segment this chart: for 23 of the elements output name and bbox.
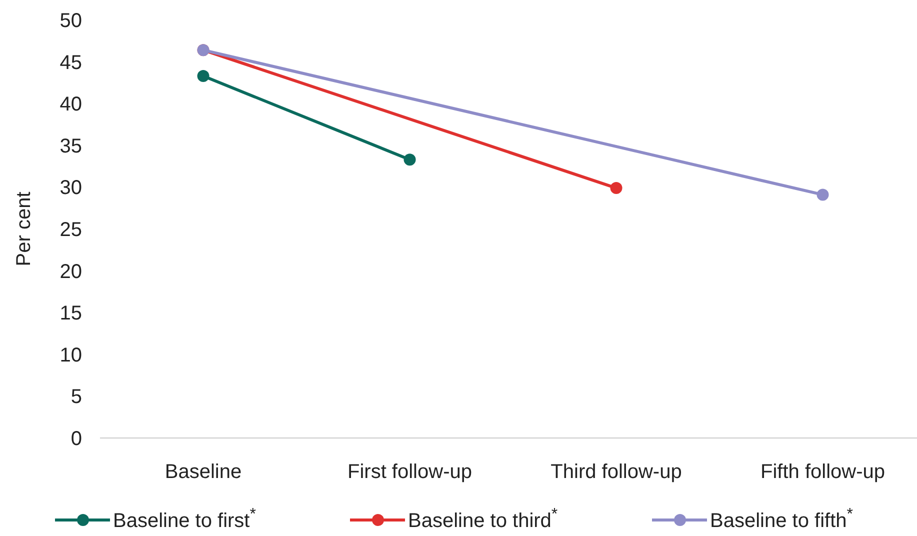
y-tick-label: 45	[60, 52, 82, 74]
x-tick-label: Fifth follow-up	[760, 461, 885, 483]
y-tick-label: 5	[70, 386, 82, 408]
y-tick-label: 35	[60, 135, 82, 158]
y-tick-label: 0	[70, 428, 82, 450]
point	[404, 154, 416, 166]
y-tick-label: 40	[60, 94, 82, 116]
y-tick-label: 15	[60, 302, 82, 325]
y-tick-label: 25	[60, 219, 82, 241]
point	[197, 70, 210, 82]
legend-label: Baseline to third$^{*}$	[408, 506, 558, 532]
x-tick-label: First follow-up	[348, 461, 472, 483]
y-tick-label: 30	[60, 177, 82, 200]
y-tick-label: 50	[60, 10, 82, 32]
point	[816, 188, 829, 201]
y-axis-title: Per cent	[13, 191, 35, 266]
legend-label: Baseline to fifth$^{*}$	[710, 506, 853, 532]
x-tick-label: Third follow-up	[550, 461, 682, 483]
legend-label: Baseline to first$^{*}$	[113, 506, 256, 532]
point	[610, 182, 622, 194]
y-tick-label: 10	[60, 344, 82, 366]
x-tick-label: Baseline	[164, 461, 242, 483]
y-tick-label: 20	[60, 260, 82, 283]
